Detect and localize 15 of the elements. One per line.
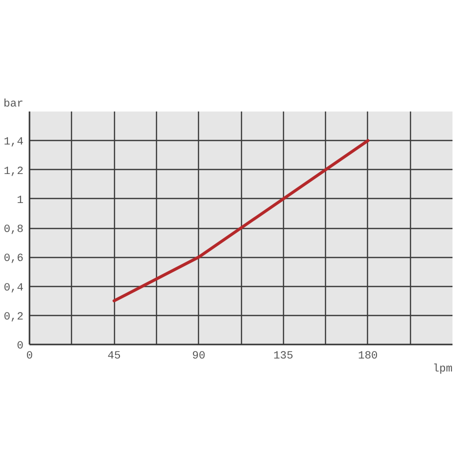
x-tick-label: 180: [358, 350, 378, 362]
y-tick-label: 1,4: [4, 136, 24, 149]
y-tick-label: 0,6: [4, 253, 24, 266]
x-tick-label: 0: [26, 350, 33, 362]
x-tick-label: 135: [273, 350, 294, 362]
y-tick-label: 0: [16, 340, 24, 352]
y-tick-label: 0,8: [4, 224, 24, 236]
y-tick-label: 1: [16, 194, 24, 207]
x-tick-label: 90: [192, 350, 206, 362]
x-axis-title: lpm: [432, 364, 453, 376]
y-axis-title: bar: [4, 98, 24, 110]
x-tick-label: 45: [108, 350, 121, 362]
y-tick-label: 0,2: [4, 311, 24, 324]
y-tick-label: 1,2: [4, 166, 24, 178]
y-tick-label: 0,4: [4, 282, 24, 294]
